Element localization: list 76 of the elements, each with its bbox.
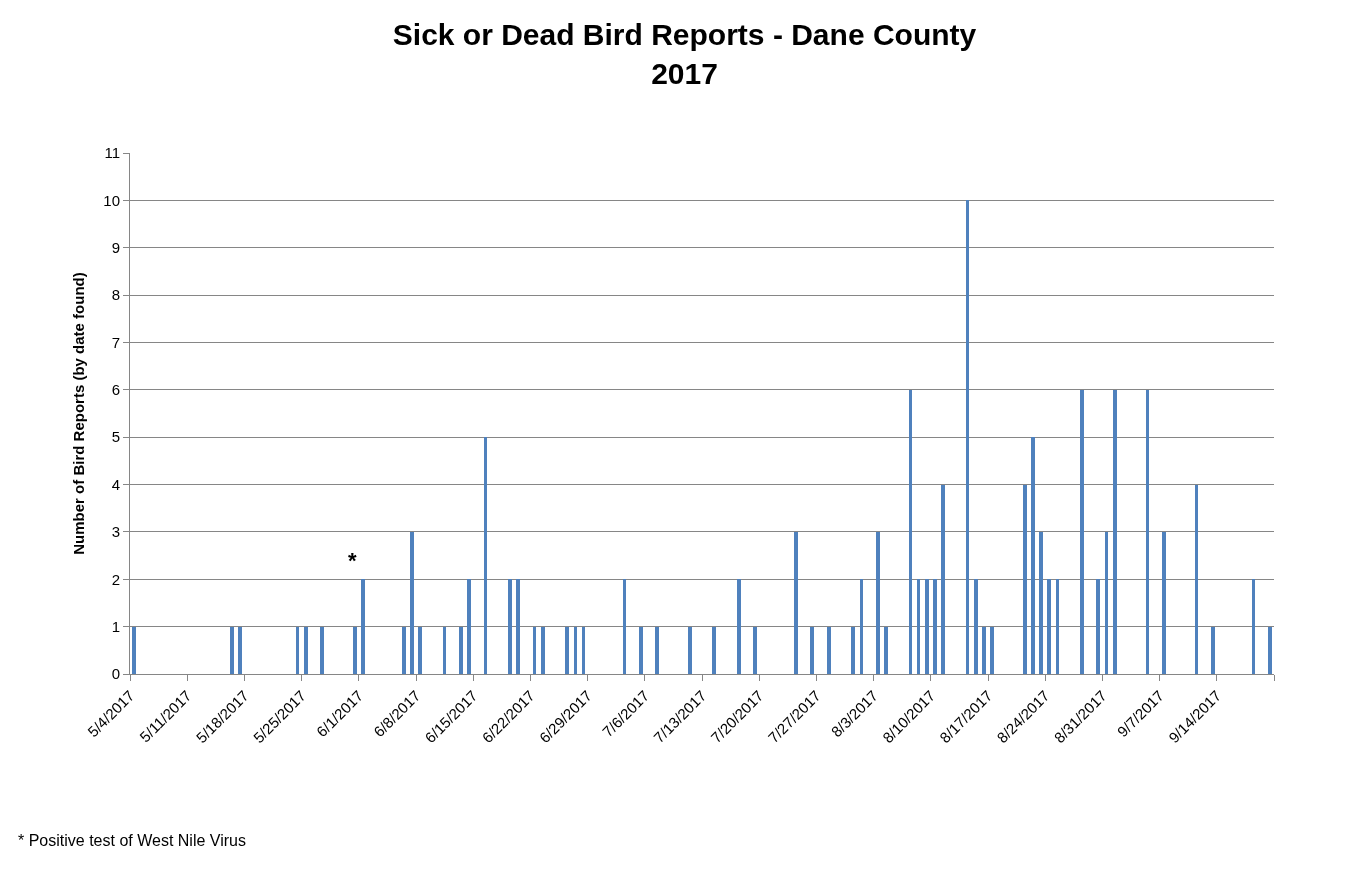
bar bbox=[1162, 532, 1166, 674]
bar bbox=[810, 627, 814, 674]
bar bbox=[933, 579, 937, 674]
bar bbox=[402, 627, 406, 674]
bar bbox=[459, 627, 463, 674]
bar bbox=[794, 532, 798, 674]
bar bbox=[623, 579, 626, 674]
bar bbox=[737, 579, 741, 674]
bar bbox=[533, 627, 536, 674]
bar bbox=[1056, 579, 1059, 674]
bar bbox=[966, 200, 969, 674]
bar bbox=[876, 532, 880, 674]
y-tick-label: 9 bbox=[111, 238, 120, 256]
y-tick-label: 10 bbox=[103, 191, 120, 209]
bar bbox=[484, 437, 487, 674]
y-tick-label: 8 bbox=[111, 286, 120, 304]
bar bbox=[296, 627, 299, 674]
bar bbox=[361, 579, 365, 674]
bar bbox=[238, 627, 242, 674]
y-tick-label: 5 bbox=[111, 428, 120, 446]
bar bbox=[753, 627, 757, 674]
bar bbox=[925, 579, 929, 674]
bar bbox=[565, 627, 569, 674]
bar bbox=[1113, 390, 1117, 674]
bar bbox=[974, 579, 978, 674]
bar bbox=[1031, 437, 1035, 674]
bar bbox=[443, 627, 446, 674]
bar bbox=[1195, 485, 1198, 674]
bar bbox=[884, 627, 888, 674]
bar bbox=[467, 579, 471, 674]
bar bbox=[418, 627, 422, 674]
y-tick-label: 3 bbox=[111, 523, 120, 541]
bar bbox=[541, 627, 545, 674]
chart-title: Sick or Dead Bird Reports - Dane County 2017 bbox=[392, 17, 977, 90]
bar bbox=[982, 627, 986, 674]
bar bbox=[1047, 579, 1051, 674]
bar bbox=[712, 627, 716, 674]
bar bbox=[353, 627, 357, 674]
bar bbox=[1023, 485, 1027, 674]
y-tick-label: 2 bbox=[111, 570, 120, 588]
bar bbox=[1039, 532, 1043, 674]
bar bbox=[320, 627, 324, 674]
bar bbox=[851, 627, 855, 674]
bar bbox=[860, 579, 863, 674]
bar bbox=[304, 627, 308, 674]
y-tick-label: 6 bbox=[111, 381, 120, 399]
bar bbox=[990, 627, 994, 674]
bar bbox=[508, 579, 512, 674]
bar bbox=[410, 532, 414, 674]
y-axis-title: Number of Bird Reports (by date found) bbox=[69, 272, 87, 555]
bar bbox=[1146, 390, 1149, 674]
y-tick-label: 7 bbox=[111, 333, 120, 351]
annotation: * bbox=[348, 548, 357, 573]
bar bbox=[827, 627, 831, 674]
bar bbox=[655, 627, 659, 674]
bar bbox=[574, 627, 577, 674]
bar bbox=[1268, 627, 1272, 674]
bar bbox=[132, 627, 136, 674]
bar bbox=[639, 627, 643, 674]
bar bbox=[1080, 390, 1084, 674]
bar bbox=[909, 390, 912, 674]
bar bbox=[1211, 627, 1215, 674]
bar bbox=[688, 627, 692, 674]
bar bbox=[941, 485, 945, 674]
y-tick-label: 4 bbox=[111, 475, 120, 493]
bar bbox=[917, 579, 920, 674]
y-tick-label: 1 bbox=[111, 617, 120, 635]
bar bbox=[582, 627, 585, 674]
bar bbox=[516, 579, 520, 674]
bar bbox=[1096, 579, 1100, 674]
y-tick-label: 0 bbox=[111, 665, 120, 683]
text: * Positive test of West Nile Virus bbox=[18, 832, 246, 849]
bar bbox=[1252, 579, 1255, 674]
bar bbox=[1105, 532, 1108, 674]
bar bbox=[230, 627, 234, 674]
y-tick-label: 11 bbox=[104, 144, 120, 162]
